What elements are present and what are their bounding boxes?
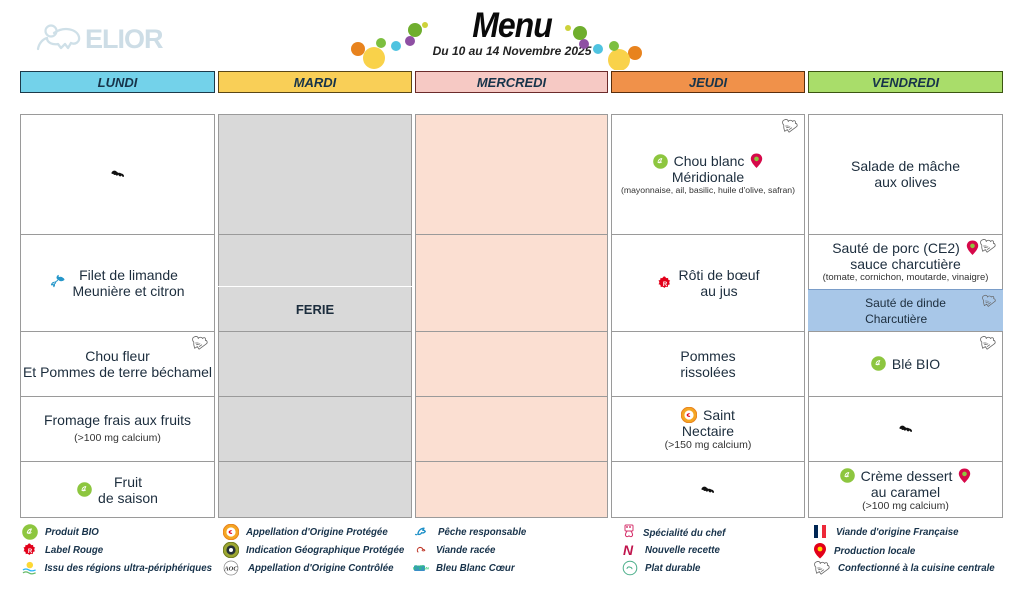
svg-text:AOC: AOC [223,566,238,573]
svg-text:R: R [28,549,33,555]
svg-text:N: N [623,542,634,558]
svg-text:CœUR: CœUR [415,564,425,568]
